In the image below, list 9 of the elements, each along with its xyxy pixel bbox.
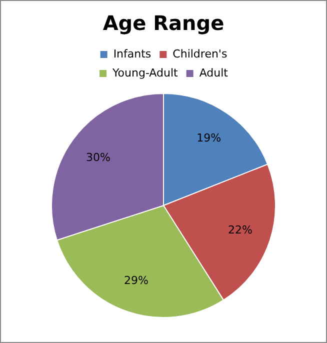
data-label: 22% bbox=[228, 223, 252, 236]
data-label: 19% bbox=[196, 132, 222, 145]
data-label: 30% bbox=[86, 150, 110, 164]
legend-label: Children's bbox=[172, 47, 228, 60]
data-label: 29% bbox=[124, 274, 148, 288]
legend-label: Adult bbox=[199, 66, 229, 80]
legend-label: Infants bbox=[113, 47, 152, 60]
legend-label: Young-Adult bbox=[112, 66, 179, 80]
chart-title: Age Range bbox=[102, 11, 224, 36]
